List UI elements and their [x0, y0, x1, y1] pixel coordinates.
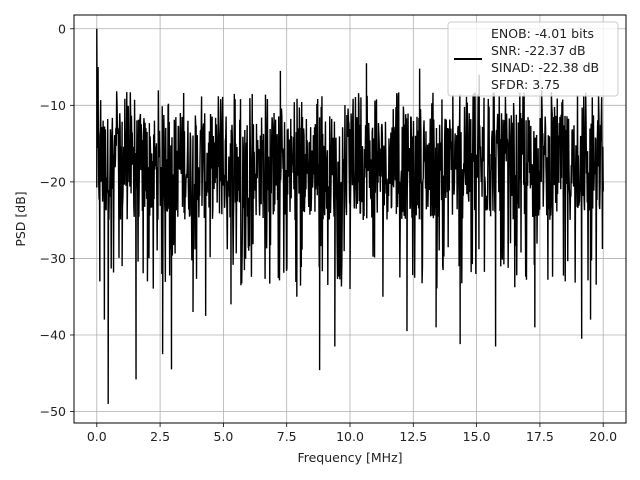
- x-tick-label: 12.5: [399, 429, 427, 444]
- y-tick-label: −40: [40, 327, 66, 342]
- y-tick-label: −20: [40, 174, 66, 189]
- legend-entry-snr: SNR: -22.37 dB: [491, 43, 586, 58]
- plot-area: [96, 28, 604, 404]
- x-tick-label: 15.0: [463, 429, 491, 444]
- legend: ENOB: -4.01 bits SNR: -22.37 dB SINAD: -…: [447, 21, 619, 97]
- x-tick-label: 5.0: [213, 429, 233, 444]
- y-tick-label: −30: [40, 251, 66, 266]
- x-tick-label: 17.5: [526, 429, 554, 444]
- y-tick-label: −50: [40, 404, 66, 419]
- psd-series-line: [96, 28, 604, 404]
- x-tick-label: 7.5: [277, 429, 297, 444]
- legend-entry-sinad: SINAD: -22.38 dB: [491, 60, 599, 75]
- x-axis-label: Frequency [MHz]: [297, 450, 402, 465]
- legend-entry-sfdr: SFDR: 3.75: [491, 77, 560, 92]
- x-tick-label: 0.0: [87, 429, 107, 444]
- legend-entry-enob: ENOB: -4.01 bits: [491, 26, 594, 41]
- legend-box: [447, 21, 619, 97]
- y-tick-label: 0: [58, 21, 66, 36]
- x-tick-label: 10.0: [336, 429, 364, 444]
- x-tick-label: 2.5: [150, 429, 170, 444]
- x-tick-label: 20.0: [589, 429, 617, 444]
- y-axis-label: PSD [dB]: [13, 191, 28, 246]
- y-tick-label: −10: [40, 98, 66, 113]
- ticks: 0.0 2.5 5.0 7.5 10.0 12.5 15.0 17.5 20.0 0 −10 −20 −…: [40, 21, 618, 444]
